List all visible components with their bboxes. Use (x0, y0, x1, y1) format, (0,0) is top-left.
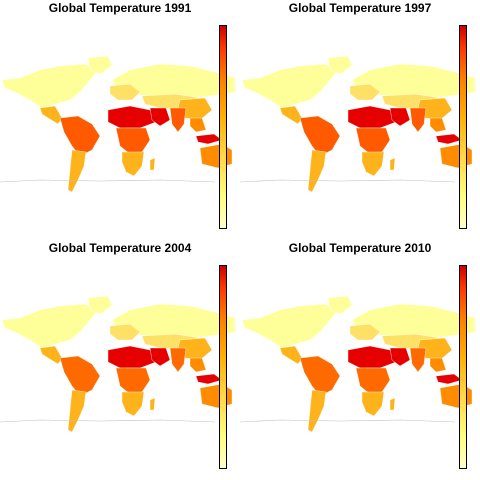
europe (109, 83, 141, 101)
southeast-asia (429, 117, 447, 133)
arabia (149, 347, 171, 367)
panel-title: Global Temperature 1991 (48, 1, 192, 15)
madagascar (389, 157, 396, 171)
europe (349, 83, 381, 101)
southern-africa (121, 151, 145, 177)
map-panel-2010: Global Temperature 2010 (240, 240, 480, 480)
map-panel-1991: Global Temperature 1991 (0, 0, 240, 240)
color-legend-bar (459, 265, 467, 469)
antarctica-outline (240, 179, 456, 183)
madagascar (149, 157, 156, 171)
europe (109, 323, 141, 341)
arabia (149, 107, 171, 127)
south-america-south (67, 149, 87, 193)
antarctica-outline (0, 419, 216, 423)
india (409, 107, 427, 133)
madagascar (389, 397, 396, 411)
world-map (240, 295, 476, 433)
color-legend-bar (219, 25, 227, 229)
arabia (389, 347, 411, 367)
world-map (0, 295, 236, 433)
australia (439, 383, 473, 409)
color-legend-bar (219, 265, 227, 469)
central-africa (115, 367, 151, 395)
indonesia (195, 133, 223, 145)
world-map (240, 55, 476, 193)
world-map (0, 55, 236, 193)
south-america-south (307, 149, 327, 193)
map-panel-1997: Global Temperature 1997 (240, 0, 480, 240)
south-america-south (307, 389, 327, 433)
southeast-asia (189, 357, 207, 373)
central-america (279, 345, 303, 365)
north-africa (347, 105, 397, 129)
australia (439, 143, 473, 169)
antarctica-outline (0, 179, 216, 183)
panel-title: Global Temperature 2010 (288, 241, 432, 255)
indonesia (435, 373, 463, 385)
north-america (241, 303, 339, 349)
europe (349, 323, 381, 341)
north-america (1, 63, 99, 109)
color-legend-bar (459, 25, 467, 229)
southern-africa (361, 391, 385, 417)
panel-title: Global Temperature 2004 (48, 241, 192, 255)
indonesia (435, 133, 463, 145)
greenland (327, 55, 353, 75)
southeast-asia (429, 357, 447, 373)
southeast-asia (189, 117, 207, 133)
india (169, 107, 187, 133)
australia (199, 383, 233, 409)
north-africa (107, 345, 157, 369)
central-america (279, 105, 303, 125)
india (169, 347, 187, 373)
antarctica-outline (240, 419, 456, 423)
madagascar (149, 397, 156, 411)
south-america-north (299, 115, 341, 157)
central-africa (355, 127, 391, 155)
central-africa (115, 127, 151, 155)
central-america (39, 105, 63, 125)
south-america-north (59, 115, 101, 157)
greenland (87, 55, 113, 75)
south-america-north (299, 355, 341, 397)
central-africa (355, 367, 391, 395)
arabia (389, 107, 411, 127)
australia (199, 143, 233, 169)
southern-africa (121, 391, 145, 417)
north-africa (347, 345, 397, 369)
india (409, 347, 427, 373)
central-america (39, 345, 63, 365)
north-africa (107, 105, 157, 129)
north-america (1, 303, 99, 349)
southern-africa (361, 151, 385, 177)
map-panel-2004: Global Temperature 2004 (0, 240, 240, 480)
south-america-south (67, 389, 87, 433)
indonesia (195, 373, 223, 385)
greenland (327, 295, 353, 315)
north-america (241, 63, 339, 109)
panel-title: Global Temperature 1997 (288, 1, 432, 15)
greenland (87, 295, 113, 315)
south-america-north (59, 355, 101, 397)
